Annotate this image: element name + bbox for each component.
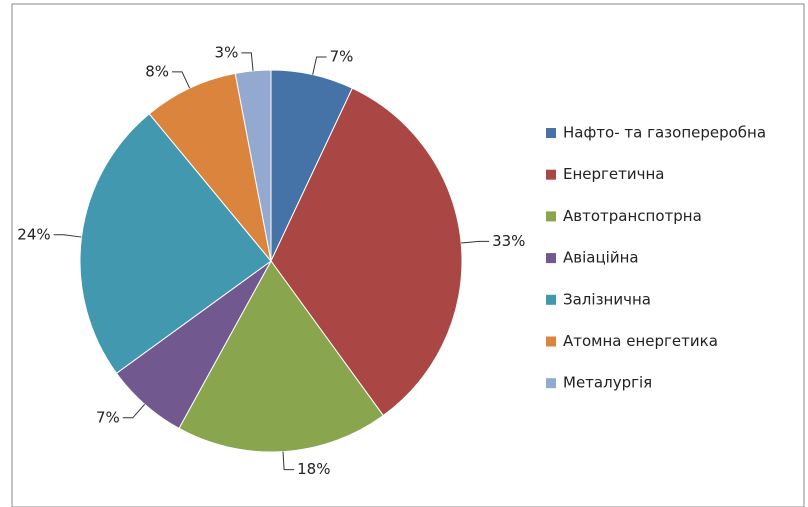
data-label: 7% (330, 48, 354, 66)
data-label: 33% (492, 232, 525, 250)
pie-slice (178, 260, 384, 453)
data-label: 24% (17, 225, 50, 243)
legend-swatch (546, 294, 556, 305)
leader-line (312, 56, 327, 75)
legend-swatch (546, 128, 556, 138)
pie-slice (270, 87, 463, 417)
leader-line (53, 234, 82, 238)
legend-swatch (546, 211, 556, 222)
leader-line (172, 71, 191, 89)
legend-label: Автотранспотрна (563, 207, 702, 225)
data-label: 3% (215, 43, 239, 61)
data-label: 7% (96, 408, 120, 426)
legend-label: Атомна енергетика (563, 332, 718, 350)
pie-slice (148, 72, 272, 262)
leader-line (241, 52, 254, 71)
legend-label: Залізнична (563, 290, 651, 308)
legend-swatch (546, 336, 556, 347)
leader-line (282, 451, 295, 471)
leader-line (122, 403, 146, 419)
legend-label: Нафто- та газопереробна (563, 124, 766, 142)
legend-label: Енергетична (563, 165, 665, 183)
pie-slice (79, 113, 272, 374)
legend-swatch (546, 378, 556, 389)
data-label: 18% (297, 460, 330, 478)
data-label: 8% (145, 62, 169, 80)
leader-line (461, 240, 490, 244)
legend-swatch (546, 253, 556, 264)
legend-label: Авіаційна (563, 249, 639, 267)
legend-swatch (546, 169, 556, 180)
legend-label: Металургія (563, 374, 652, 392)
